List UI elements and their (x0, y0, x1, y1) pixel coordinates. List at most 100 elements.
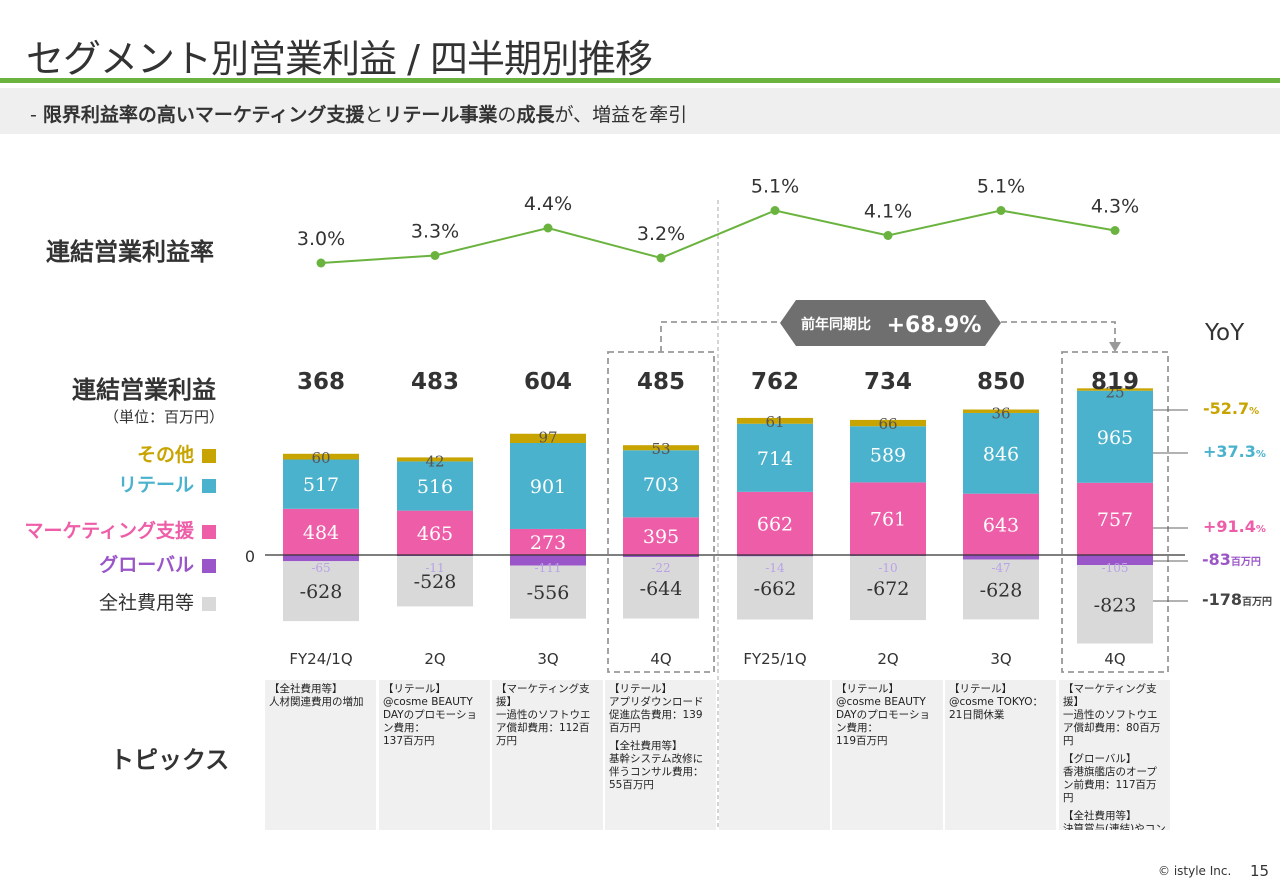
margin-point (883, 231, 893, 240)
zero-label: 0 (245, 547, 255, 566)
value-corporate: -644 (640, 578, 683, 600)
bar-marketing (963, 493, 1039, 555)
topic-entry: 【全社費用等】 人材関連費用の増加 (269, 683, 364, 708)
copyright: © istyle Inc. (1158, 864, 1232, 878)
bar-corporate (737, 556, 813, 620)
bar-marketing (623, 517, 699, 555)
yoy-unit: 百万円 (1230, 557, 1261, 568)
x-tick-label: 3Q (537, 650, 558, 668)
total-value: 368 (297, 369, 345, 395)
value-retail: 517 (303, 474, 339, 496)
yoy-number: -83 (1202, 550, 1231, 569)
connector-arrowhead (1109, 342, 1121, 352)
value-marketing: 273 (530, 532, 566, 554)
bar-global (623, 555, 699, 558)
legend-swatch (202, 448, 216, 463)
value-corporate: -556 (527, 582, 570, 604)
value-other: 66 (878, 415, 897, 433)
topic-entry: 【リテール】 @cosme BEAUTY DAYのプロモーション費用： 119百… (836, 683, 930, 747)
callout-value: +68.9% (887, 313, 982, 338)
margin-label: 3.2% (637, 223, 685, 245)
topic-entry: 【リテール】 @cosme TOKYO： 21日間休業 (949, 683, 1043, 721)
x-tick-label: 2Q (877, 650, 898, 668)
value-marketing: 484 (303, 522, 339, 544)
legend-item: 全社費用等 (99, 588, 216, 615)
bar-other (963, 409, 1039, 413)
topic-entry: 【全社費用等】 基幹システム改修に伴うコンサル費用：55百万円 (609, 740, 704, 791)
value-other: 97 (538, 429, 557, 447)
x-tick-label: 2Q (424, 650, 445, 668)
topic-cell (719, 680, 830, 830)
margin-point (430, 251, 440, 260)
total-value: 483 (411, 369, 459, 395)
subtitle-part: 限界利益率の高いマーケティング支援 (42, 104, 365, 126)
bar-retail (397, 461, 473, 511)
total-value: 604 (524, 369, 572, 395)
value-global: -111 (535, 561, 562, 575)
bar-marketing (397, 510, 473, 555)
margin-label: 4.3% (1091, 196, 1139, 218)
yoy-value: +37.3% (1203, 442, 1266, 461)
bar-corporate (283, 561, 359, 622)
yoy-number: +91.4 (1203, 517, 1256, 536)
bar-other (283, 453, 359, 460)
value-global: -11 (425, 561, 444, 575)
topic-cell: 【リテール】 アプリダウンロード促進広告費用：139百万円 【全社費用等】 基幹シ… (605, 680, 716, 830)
margin-label: 5.1% (977, 176, 1025, 198)
page-title: セグメント別営業利益 / 四半期別推移 (26, 37, 653, 81)
legend-swatch (202, 524, 216, 539)
value-corporate: -628 (300, 581, 343, 603)
value-global: -10 (878, 561, 897, 575)
bar-marketing (283, 508, 359, 555)
bar-retail (963, 412, 1039, 494)
yoy-connector (660, 321, 1116, 352)
yoy-value: -178百万円 (1202, 590, 1272, 609)
legend-item: グローバル (99, 550, 216, 577)
legend-label: 全社費用等 (98, 592, 194, 614)
bar-other (737, 417, 813, 424)
bar-corporate (1077, 565, 1153, 644)
value-other: 60 (311, 449, 330, 467)
value-marketing: 643 (983, 514, 1019, 536)
value-other: 61 (765, 413, 784, 431)
bar-marketing (1077, 482, 1153, 555)
bar-other (510, 433, 586, 444)
topic-cell: 【リテール】 @cosme BEAUTY DAYのプロモーション費用： 119百… (832, 680, 943, 830)
yoy-number: -178 (1202, 590, 1243, 609)
x-tick-label: 4Q (650, 650, 671, 668)
margin-label: 5.1% (751, 176, 799, 198)
margin-point (543, 223, 553, 233)
margin-label: 3.0% (297, 228, 345, 250)
value-global: -65 (311, 561, 330, 575)
value-corporate: -628 (980, 579, 1023, 601)
subtitle-dash: - (30, 104, 43, 126)
value-other: 42 (425, 452, 444, 470)
margin-row-label: 連結営業利益率 (46, 238, 214, 266)
total-value: 762 (751, 369, 799, 395)
topic-entry: 【リテール】 @cosme BEAUTY DAYのプロモーション費用： 137百… (383, 683, 477, 747)
bar-corporate (510, 565, 586, 619)
bar-global (510, 555, 586, 566)
value-corporate: -528 (414, 571, 457, 593)
value-marketing: 761 (870, 509, 906, 531)
subtitle-part: の (497, 104, 517, 126)
value-marketing: 395 (643, 526, 679, 548)
margin-point (316, 258, 326, 268)
yoy-value: +91.4% (1203, 517, 1266, 536)
legend-label: マーケティング支援 (24, 520, 194, 542)
value-retail: 846 (983, 443, 1019, 465)
legend-label: リテール (117, 474, 194, 496)
value-marketing: 465 (417, 523, 453, 545)
bar-global (283, 555, 359, 562)
legend-swatch (202, 478, 216, 493)
margin-label: 4.1% (864, 201, 912, 223)
topics-row-label: トピックス (110, 746, 230, 774)
x-tick-label: 4Q (1104, 650, 1125, 668)
subtitle-part: が、増益を牽引 (554, 104, 688, 126)
yoy-number: -52.7 (1203, 399, 1250, 418)
bar-retail (283, 459, 359, 509)
margin-line (320, 209, 1116, 264)
legend-label: グローバル (99, 554, 194, 576)
yoy-heading: YoY (1205, 320, 1245, 346)
